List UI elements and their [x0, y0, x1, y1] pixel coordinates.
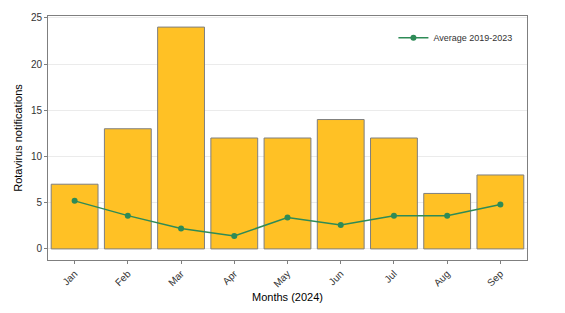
svg-text:Months (2024): Months (2024): [252, 291, 323, 303]
svg-text:Feb: Feb: [113, 268, 133, 288]
svg-text:15: 15: [31, 105, 43, 116]
svg-text:Rotavirus notifications: Rotavirus notifications: [12, 84, 24, 192]
svg-text:Mar: Mar: [166, 268, 186, 288]
svg-text:Average 2019-2023: Average 2019-2023: [433, 33, 512, 43]
svg-text:10: 10: [31, 151, 43, 162]
svg-text:Jul: Jul: [382, 268, 399, 285]
svg-text:20: 20: [31, 59, 43, 70]
svg-text:Apr: Apr: [220, 268, 239, 287]
svg-text:0: 0: [36, 243, 42, 254]
svg-text:Aug: Aug: [432, 268, 452, 288]
svg-text:Jun: Jun: [326, 268, 345, 287]
svg-text:5: 5: [36, 197, 42, 208]
svg-text:25: 25: [31, 12, 43, 23]
svg-text:May: May: [271, 268, 292, 289]
svg-text:Jan: Jan: [60, 268, 79, 287]
svg-text:Sep: Sep: [485, 268, 506, 289]
